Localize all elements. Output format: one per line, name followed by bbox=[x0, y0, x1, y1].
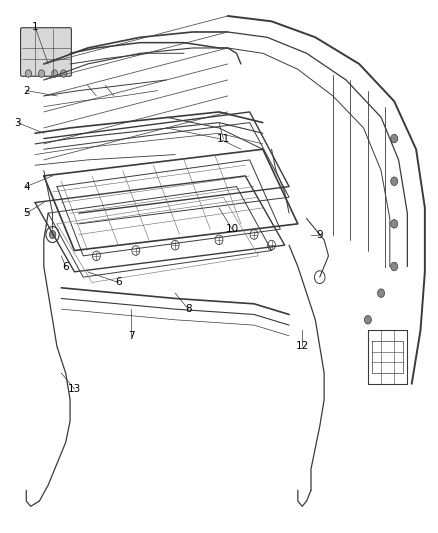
Circle shape bbox=[391, 134, 398, 143]
Circle shape bbox=[49, 230, 56, 239]
Circle shape bbox=[364, 316, 371, 324]
Text: 13: 13 bbox=[68, 384, 81, 394]
FancyBboxPatch shape bbox=[21, 28, 71, 76]
Circle shape bbox=[378, 289, 385, 297]
Circle shape bbox=[391, 220, 398, 228]
Text: 7: 7 bbox=[128, 331, 135, 341]
Circle shape bbox=[60, 70, 67, 77]
Text: 8: 8 bbox=[185, 304, 192, 314]
Text: 9: 9 bbox=[316, 230, 323, 239]
Text: 6: 6 bbox=[62, 262, 69, 271]
Text: 11: 11 bbox=[217, 134, 230, 143]
Circle shape bbox=[391, 177, 398, 185]
Text: 1: 1 bbox=[32, 22, 39, 31]
Text: 4: 4 bbox=[23, 182, 30, 191]
Text: 2: 2 bbox=[23, 86, 30, 95]
Text: 6: 6 bbox=[115, 278, 122, 287]
Text: 12: 12 bbox=[296, 342, 309, 351]
Text: 10: 10 bbox=[226, 224, 239, 234]
Text: 3: 3 bbox=[14, 118, 21, 127]
Circle shape bbox=[391, 262, 398, 271]
Text: 5: 5 bbox=[23, 208, 30, 218]
Circle shape bbox=[25, 70, 32, 77]
Circle shape bbox=[39, 70, 45, 77]
Circle shape bbox=[52, 70, 58, 77]
